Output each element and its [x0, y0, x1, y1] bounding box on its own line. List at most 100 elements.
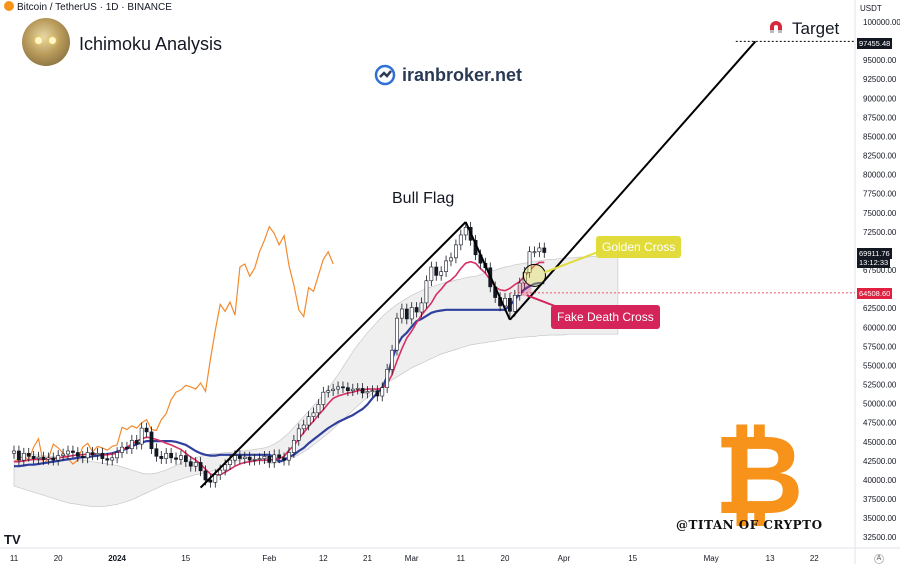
candle	[390, 344, 394, 375]
candle	[512, 289, 517, 317]
current-price-tag: 69911.76	[857, 248, 892, 259]
price-tick-label: 52500.00	[863, 381, 897, 390]
candle	[439, 266, 444, 281]
target-label: Target	[766, 17, 839, 39]
candle-body	[75, 452, 80, 457]
auto-scale-button[interactable]: A	[874, 554, 884, 564]
candle	[409, 302, 414, 325]
candle	[12, 445, 16, 459]
time-tick-label: 12	[319, 554, 328, 563]
candle-body	[203, 470, 208, 481]
candle	[296, 423, 301, 446]
candle-body	[115, 452, 120, 459]
candle	[380, 382, 385, 402]
candle-body	[375, 390, 380, 397]
candle	[414, 302, 419, 318]
candle-body	[316, 404, 321, 414]
bitcoin-icon	[4, 1, 14, 11]
candle-body	[458, 234, 463, 246]
candle-body	[311, 412, 316, 417]
price-tick-label: 77500.00	[863, 190, 897, 199]
time-tick-label: Mar	[405, 554, 419, 563]
time-tick-label: 13	[766, 554, 775, 563]
candle-body	[56, 455, 61, 461]
time-tick-label: 11	[10, 554, 19, 563]
candle-body	[223, 464, 228, 471]
flag-descending-line	[464, 221, 511, 321]
time-tick-label: 11	[457, 554, 466, 563]
candle	[458, 229, 463, 251]
symbol-line: Bitcoin / TetherUS · 1D · BINANCE	[17, 2, 172, 13]
candle-body	[188, 461, 193, 467]
candle	[321, 386, 326, 410]
candle	[277, 449, 282, 464]
candle-body	[414, 307, 419, 313]
price-tick-label: 32500.00	[863, 533, 897, 542]
golden-cross-pointer	[544, 251, 599, 274]
candle	[326, 385, 331, 398]
candle-body	[444, 260, 448, 272]
time-tick-label: Apr	[558, 554, 571, 563]
flagpole-line	[199, 221, 467, 489]
time-tick-label: 20	[54, 554, 63, 563]
candle	[291, 434, 296, 458]
candle-body	[252, 459, 257, 461]
candle	[51, 452, 56, 466]
candle-body	[301, 424, 306, 430]
candle	[237, 450, 242, 464]
level-price-tag: 64508.60	[857, 288, 893, 299]
candle-body	[105, 458, 110, 461]
candle	[46, 452, 51, 465]
candle	[144, 422, 149, 438]
candle-body	[527, 251, 532, 273]
candle-body	[100, 452, 105, 459]
candle-body	[154, 448, 159, 457]
currency-label[interactable]: USDT	[860, 4, 882, 13]
candle	[105, 453, 110, 466]
candle	[159, 450, 164, 464]
candle	[350, 383, 355, 397]
candle	[527, 246, 532, 278]
candle	[542, 242, 547, 258]
golden-cross-marker	[522, 263, 546, 287]
symbol-header: Bitcoin / TetherUS · 1D · BINANCE	[4, 1, 172, 13]
candle	[61, 448, 66, 461]
tradingview-logo[interactable]: TV	[4, 532, 21, 547]
candle	[41, 451, 46, 465]
candle-body	[449, 257, 453, 262]
candle	[139, 422, 144, 450]
target-projection-line	[509, 40, 757, 321]
price-tick-label: 85000.00	[863, 133, 897, 142]
magnet-icon	[770, 21, 782, 33]
candle-body	[296, 428, 301, 441]
candle-body	[110, 457, 115, 461]
candle	[31, 450, 36, 464]
price-tick-label: 95000.00	[863, 56, 897, 65]
candle-body	[208, 479, 213, 483]
candle-body	[404, 308, 409, 320]
time-tick-label: Feb	[262, 554, 276, 563]
candle	[198, 457, 203, 477]
candle	[66, 445, 70, 460]
candle-body	[287, 452, 291, 461]
candle	[80, 450, 85, 464]
kijun-sen-line	[14, 281, 545, 468]
candle-body	[129, 439, 134, 449]
candle	[375, 385, 380, 402]
candle-body	[429, 266, 434, 282]
candle-body	[61, 453, 66, 456]
candle	[154, 443, 159, 462]
candle-body	[532, 251, 537, 254]
candle-body	[522, 272, 527, 284]
candle-body	[370, 390, 375, 392]
candle-body	[282, 457, 286, 461]
price-tick-label: 100000.00	[863, 18, 900, 27]
candle-body	[90, 452, 95, 456]
candle-body	[453, 244, 458, 259]
candle-body	[365, 391, 370, 394]
candle-body	[31, 456, 36, 459]
candle-body	[21, 452, 26, 461]
candle	[517, 277, 522, 301]
candle	[115, 447, 120, 464]
